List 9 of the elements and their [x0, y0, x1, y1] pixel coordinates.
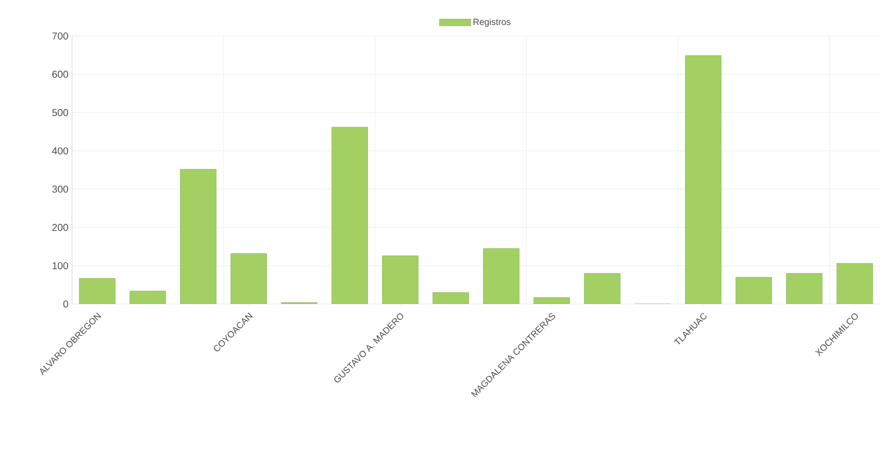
y-tick-label: 500 [52, 109, 68, 116]
y-tick-label: 600 [52, 70, 68, 78]
y-tick-label: 400 [52, 147, 68, 154]
y-tick-label: 200 [52, 224, 68, 231]
y-tick-label: 0 [63, 300, 68, 308]
y-tick-label: 700 [52, 32, 68, 40]
y-tick-label: 100 [52, 262, 68, 270]
y-tick-label: 300 [52, 186, 68, 193]
legend-label: Registros [474, 18, 510, 27]
